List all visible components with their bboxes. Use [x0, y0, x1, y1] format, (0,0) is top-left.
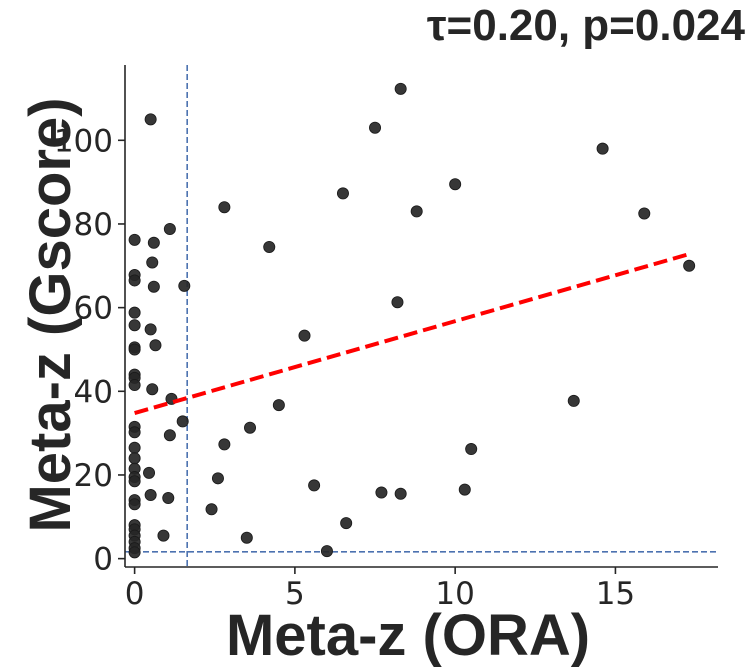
data-point: [147, 236, 160, 249]
data-point: [176, 415, 189, 428]
data-point: [163, 222, 176, 235]
data-point: [149, 339, 162, 352]
data-point: [144, 489, 157, 502]
data-point: [683, 259, 696, 272]
y-tick-label: 100: [54, 123, 113, 159]
data-point: [128, 319, 141, 332]
data-point: [320, 545, 333, 558]
y-tick-label: 20: [74, 458, 113, 494]
x-tick-label: 10: [435, 576, 474, 612]
data-point: [308, 479, 321, 492]
data-point: [128, 343, 141, 356]
data-point: [458, 483, 471, 496]
x-tick-label: 0: [125, 576, 145, 612]
threshold-lines: [125, 65, 718, 567]
data-point: [218, 201, 231, 214]
data-point: [263, 240, 276, 253]
data-point: [144, 323, 157, 336]
data-point: [147, 280, 160, 293]
data-point: [128, 426, 141, 439]
chart-title: τ=0.20, p=0.024: [427, 1, 746, 50]
data-point: [144, 113, 157, 126]
data-point: [369, 121, 382, 134]
data-point: [240, 531, 253, 544]
data-point: [128, 306, 141, 319]
data-point: [128, 498, 141, 511]
data-point: [465, 443, 478, 456]
data-point: [128, 274, 141, 287]
data-point: [567, 394, 580, 407]
data-point: [128, 233, 141, 246]
y-tick-label: 0: [93, 542, 113, 578]
data-point: [394, 82, 407, 95]
x-tick-label: 5: [285, 576, 305, 612]
data-point: [162, 491, 175, 504]
y-tick-label: 40: [74, 374, 113, 410]
data-point: [128, 441, 141, 454]
y-tick-label: 80: [74, 207, 113, 243]
data-point: [272, 399, 285, 412]
x-axis-ticks: 0 5 10 15: [125, 567, 635, 612]
data-point: [205, 503, 218, 516]
x-tick-label: 15: [596, 576, 635, 612]
data-point: [143, 466, 156, 479]
data-point: [391, 296, 404, 309]
y-axis-ticks: 0 20 40 60 80 100: [54, 123, 125, 578]
data-point: [157, 529, 170, 542]
y-tick-label: 60: [74, 291, 113, 327]
data-point: [128, 475, 141, 488]
data-point: [178, 279, 191, 292]
data-point: [410, 205, 423, 218]
y-axis-label: Meta-z (Gscore): [18, 97, 83, 532]
data-point: [128, 452, 141, 465]
data-point: [163, 429, 176, 442]
plot-area: [125, 65, 718, 567]
data-point: [336, 187, 349, 200]
data-point: [146, 383, 159, 396]
data-point: [394, 487, 407, 500]
data-point: [211, 472, 224, 485]
data-point: [146, 256, 159, 269]
data-points: [128, 82, 696, 559]
data-point: [298, 329, 311, 342]
data-point: [340, 517, 353, 530]
data-point: [375, 486, 388, 499]
data-point: [638, 207, 651, 220]
data-point: [128, 546, 141, 559]
data-point: [128, 379, 141, 392]
x-axis-label: Meta-z (ORA): [226, 603, 590, 668]
data-point: [244, 421, 257, 434]
data-point: [596, 142, 609, 155]
trend-line: [134, 252, 690, 415]
data-point: [218, 438, 231, 451]
data-point: [449, 178, 462, 191]
